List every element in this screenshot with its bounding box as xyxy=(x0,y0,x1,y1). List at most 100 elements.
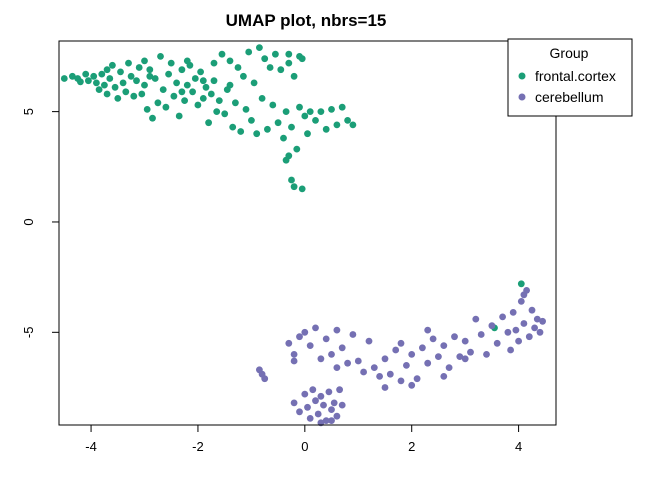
point-cerebellum xyxy=(386,370,394,378)
point-cerebellum xyxy=(370,364,378,371)
point-cerebellum xyxy=(306,342,314,349)
point-frontal-cortex xyxy=(207,90,215,98)
point-frontal-cortex xyxy=(296,103,303,111)
legend-marker-frontal-cortex xyxy=(518,72,526,80)
point-frontal-cortex xyxy=(69,72,76,80)
point-frontal-cortex xyxy=(154,99,162,107)
point-frontal-cortex xyxy=(290,72,298,80)
legend-box xyxy=(507,38,633,117)
point-frontal-cortex xyxy=(109,61,116,69)
point-cerebellum xyxy=(338,401,346,409)
point-frontal-cortex xyxy=(133,77,140,85)
point-cerebellum xyxy=(328,406,335,413)
point-frontal-cortex xyxy=(215,97,223,104)
point-frontal-cortex xyxy=(122,88,130,96)
point-cerebellum xyxy=(403,362,410,369)
point-cerebellum xyxy=(525,333,533,341)
point-frontal-cortex xyxy=(111,83,119,91)
point-cerebellum xyxy=(392,346,400,354)
point-cerebellum xyxy=(365,337,373,345)
point-frontal-cortex xyxy=(274,119,282,127)
point-frontal-cortex xyxy=(290,183,298,191)
point-cerebellum xyxy=(312,397,319,405)
point-cerebellum xyxy=(445,364,453,371)
point-cerebellum xyxy=(336,386,343,394)
point-frontal-cortex xyxy=(183,81,191,89)
point-frontal-cortex xyxy=(191,75,199,82)
point-frontal-cortex xyxy=(349,121,357,129)
point-frontal-cortex xyxy=(213,108,221,115)
point-cerebellum xyxy=(539,317,546,325)
point-frontal-cortex xyxy=(98,70,106,78)
point-frontal-cortex xyxy=(266,64,274,71)
point-cerebellum xyxy=(333,326,341,334)
point-frontal-cortex xyxy=(82,70,90,78)
point-frontal-cortex xyxy=(317,108,325,115)
point-cerebellum xyxy=(424,359,432,367)
point-cerebellum xyxy=(301,390,309,398)
point-frontal-cortex xyxy=(130,92,138,100)
point-frontal-cortex xyxy=(293,145,301,153)
point-frontal-cortex xyxy=(322,125,330,133)
point-cerebellum xyxy=(290,357,298,365)
point-frontal-cortex xyxy=(151,75,159,82)
point-cerebellum xyxy=(296,333,303,341)
point-cerebellum xyxy=(304,403,311,411)
x-tick-label: -2 xyxy=(192,439,204,454)
point-frontal-cortex xyxy=(189,88,197,96)
point-cerebellum xyxy=(317,355,325,363)
point-cerebellum xyxy=(397,377,405,385)
point-frontal-cortex xyxy=(141,81,148,89)
point-cerebellum xyxy=(285,339,293,347)
x-axis: -4 -2 0 2 4 xyxy=(85,424,522,454)
point-frontal-cortex xyxy=(127,72,135,80)
legend-title: Group xyxy=(550,45,589,61)
point-cerebellum xyxy=(429,335,437,343)
point-frontal-cortex xyxy=(103,90,111,98)
point-cerebellum xyxy=(322,335,330,343)
point-frontal-cortex xyxy=(114,95,122,102)
point-cerebellum xyxy=(531,324,538,332)
point-cerebellum xyxy=(440,373,448,380)
point-frontal-cortex xyxy=(280,134,287,142)
point-frontal-cortex xyxy=(285,152,293,160)
point-frontal-cortex xyxy=(199,77,207,85)
point-frontal-cortex xyxy=(333,121,341,129)
point-frontal-cortex xyxy=(304,130,311,138)
y-tick-label: -5 xyxy=(21,327,36,339)
point-cerebellum xyxy=(306,415,314,422)
point-frontal-cortex xyxy=(338,103,346,111)
point-cerebellum xyxy=(504,328,512,336)
point-cerebellum xyxy=(483,351,490,358)
point-cerebellum xyxy=(536,328,544,336)
point-frontal-cortex xyxy=(296,53,303,60)
point-frontal-cortex xyxy=(178,66,186,74)
point-cerebellum xyxy=(360,368,367,376)
point-frontal-cortex xyxy=(218,50,226,58)
point-frontal-cortex xyxy=(135,64,143,71)
point-frontal-cortex xyxy=(119,79,127,87)
x-tick-label: 2 xyxy=(408,439,415,454)
point-frontal-cortex xyxy=(175,112,183,120)
point-frontal-cortex xyxy=(170,92,178,100)
point-frontal-cortex xyxy=(143,106,151,113)
point-cerebellum xyxy=(301,328,309,336)
point-cerebellum xyxy=(328,351,335,358)
point-frontal-cortex xyxy=(250,79,258,87)
point-cerebellum xyxy=(435,353,442,360)
point-frontal-cortex xyxy=(242,106,250,113)
point-frontal-cortex xyxy=(285,59,293,67)
point-frontal-cortex xyxy=(197,68,205,76)
point-cerebellum xyxy=(354,357,362,365)
point-frontal-cortex xyxy=(202,83,210,91)
point-frontal-cortex xyxy=(165,70,173,78)
point-cerebellum xyxy=(290,351,298,358)
point-cerebellum xyxy=(424,326,432,334)
point-cerebellum xyxy=(408,351,416,358)
point-frontal-cortex xyxy=(232,99,239,107)
point-frontal-cortex xyxy=(103,66,111,74)
point-frontal-cortex xyxy=(167,59,175,67)
point-cerebellum xyxy=(493,339,501,347)
point-cerebellum xyxy=(456,353,464,360)
point-cerebellum xyxy=(509,309,517,316)
